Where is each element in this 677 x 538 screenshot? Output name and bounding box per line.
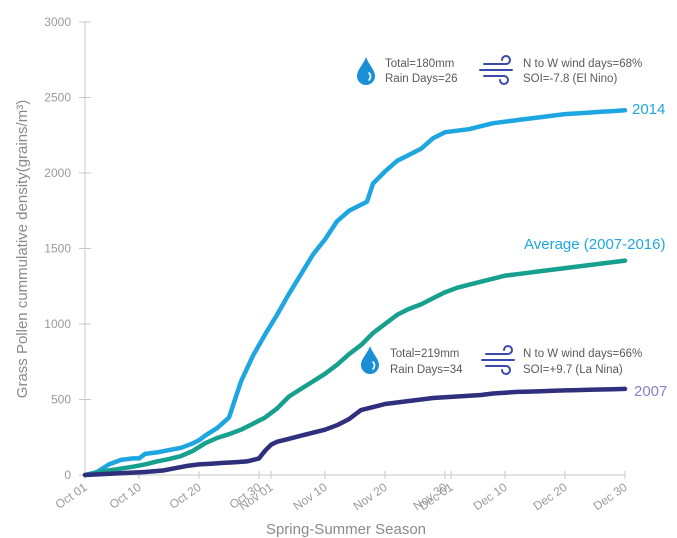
rain-note-2014: Total=180mm Rain Days=26 xyxy=(357,57,458,85)
y-tick-label: 500 xyxy=(51,393,71,407)
y-tick-label: 3000 xyxy=(44,15,71,29)
water-drop-icon xyxy=(361,346,379,374)
wind-icon xyxy=(481,345,515,375)
rain-days: Rain Days=26 xyxy=(385,73,458,85)
x-tick-label: Dec 20 xyxy=(531,480,570,513)
y-axis-title: Grass Pollen cummulative density(grains/… xyxy=(14,100,31,398)
rain-days: Rain Days=34 xyxy=(390,364,463,376)
rain-total: Total=180mm xyxy=(385,58,454,70)
series-label-average: Average (2007-2016) xyxy=(524,236,666,253)
rain-total: Total=219mm xyxy=(390,348,459,360)
series-label-2007: 2007 xyxy=(634,383,667,400)
x-tick-label: Nov 20 xyxy=(351,480,390,513)
y-tick-label: 1000 xyxy=(44,317,71,331)
x-tick-label: Dec 30 xyxy=(591,480,630,513)
soi-value: SOI=+9.7 (La Nina) xyxy=(523,364,623,376)
axes: 0 500 1000 1500 2000 2500 3000 Oct 01 Oct 10 Oct … xyxy=(44,15,630,513)
y-tick-label: 2500 xyxy=(44,91,71,105)
rain-note-2007: Total=219mm Rain Days=34 xyxy=(361,346,463,376)
series-line-2 xyxy=(82,386,628,478)
y-tick-label: 2000 xyxy=(44,166,71,180)
x-tick-label: Dec 10 xyxy=(471,480,510,513)
x-tick-label: Oct 20 xyxy=(167,480,204,512)
x-tick-label: Oct 01 xyxy=(53,480,90,512)
x-tick-label: Nov 10 xyxy=(291,480,330,513)
series-line-0 xyxy=(82,108,628,478)
series-label-2014: 2014 xyxy=(632,101,665,118)
series-line-1 xyxy=(82,258,628,478)
water-drop-icon xyxy=(357,57,375,85)
y-tick-label: 0 xyxy=(64,468,71,482)
x-tick-label: Oct 10 xyxy=(107,480,144,512)
series-layer xyxy=(82,108,628,478)
x-axis-title: Spring-Summer Season xyxy=(266,521,426,538)
wind-days: N to W wind days=68% xyxy=(523,58,642,70)
soi-value: SOI=-7.8 (El Nino) xyxy=(523,73,617,85)
wind-icon xyxy=(479,55,513,85)
wind-note-2014: N to W wind days=68% SOI=-7.8 (El Nino) xyxy=(479,55,642,85)
wind-note-2007: N to W wind days=66% SOI=+9.7 (La Nina) xyxy=(481,345,642,376)
y-tick-label: 1500 xyxy=(44,242,71,256)
wind-days: N to W wind days=66% xyxy=(523,348,642,360)
